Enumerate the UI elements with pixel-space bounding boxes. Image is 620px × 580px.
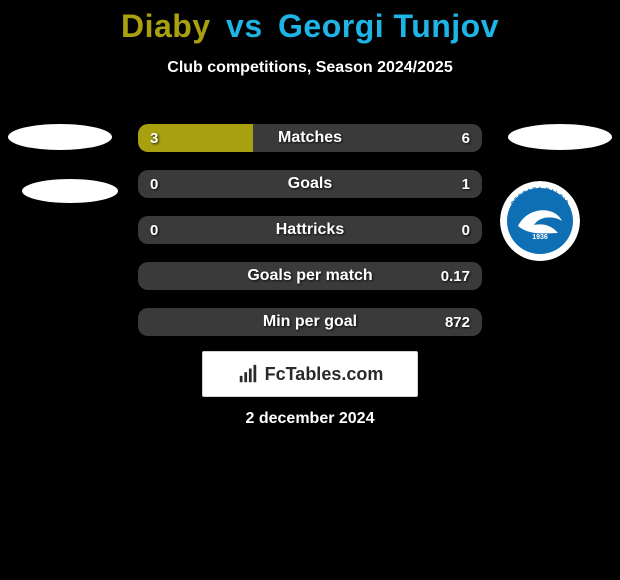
stat-label: Goals	[138, 170, 482, 198]
watermark-text: FcTables.com	[265, 364, 384, 385]
player2-club-badge-1	[508, 124, 612, 150]
bar-chart-icon	[237, 363, 259, 385]
stat-value-left: 0	[150, 216, 158, 244]
svg-text:1936: 1936	[532, 234, 548, 241]
stat-label: Goals per match	[138, 262, 482, 290]
stat-value-right: 1	[462, 170, 470, 198]
player1-club-badge-1	[8, 124, 112, 150]
stat-value-left: 3	[150, 124, 158, 152]
vs-label: vs	[226, 8, 263, 44]
stat-value-right: 0.17	[441, 262, 470, 290]
stat-bar-row: 0 0Hattricks	[138, 216, 482, 244]
stat-value-right: 6	[462, 124, 470, 152]
page-title: Diaby vs Georgi Tunjov	[0, 0, 620, 45]
stat-value-right: 0	[462, 216, 470, 244]
player1-club-badge-2	[22, 179, 118, 203]
player2-club-badge-2: PESCARA CALCIO 1936	[500, 181, 580, 261]
stat-bar-row: 36Matches	[138, 124, 482, 152]
player2-name: Georgi Tunjov	[278, 8, 499, 44]
player1-name: Diaby	[121, 8, 211, 44]
stat-label: Min per goal	[138, 308, 482, 336]
stat-bar-row: 0.17Goals per match	[138, 262, 482, 290]
stat-bar-row: 872Min per goal	[138, 308, 482, 336]
date-label: 2 december 2024	[0, 410, 620, 428]
stat-value-left: 0	[150, 170, 158, 198]
watermark: FcTables.com	[202, 351, 418, 397]
comparison-infographic: Diaby vs Georgi Tunjov Club competitions…	[0, 0, 620, 580]
stat-bar-row: 0 1Goals	[138, 170, 482, 198]
stat-label: Hattricks	[138, 216, 482, 244]
subtitle: Club competitions, Season 2024/2025	[0, 59, 620, 77]
stat-bars: 36Matches01Goals00Hattricks0.17Goals per…	[138, 124, 482, 354]
stat-value-right: 872	[445, 308, 470, 336]
